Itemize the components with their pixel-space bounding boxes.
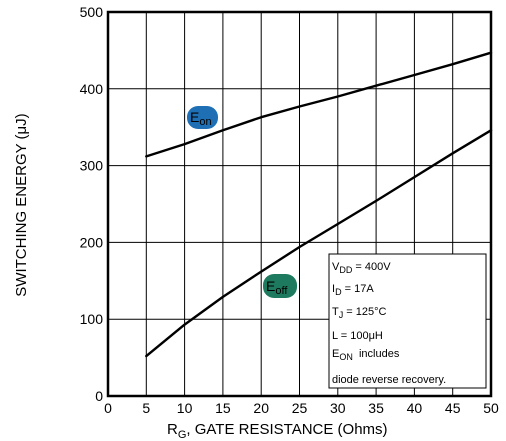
x-axis-label-main: R <box>167 421 178 438</box>
y-tick-label: 300 <box>80 158 104 174</box>
x-axis-label-sub: G <box>178 429 187 441</box>
x-tick-label: 45 <box>445 400 461 416</box>
x-axis-label: RG, GATE RESISTANCE (Ohms) <box>167 421 388 441</box>
x-tick-label: 0 <box>104 400 112 416</box>
condition-tj-sub: J <box>339 310 344 320</box>
series-lines <box>145 51 493 358</box>
eon-badge <box>187 106 218 129</box>
condition-l-main: L = 100μH <box>332 330 383 342</box>
x-axis-label-rest: , GATE RESISTANCE (Ohms) <box>186 421 387 438</box>
condition-tj-main: T <box>332 306 339 318</box>
condition-id-sub: D <box>335 287 342 297</box>
condition-eon-main: E <box>332 348 339 360</box>
legend-eon: Eon <box>187 106 218 129</box>
condition-id-main: I <box>332 283 335 295</box>
x-tick-label: 40 <box>407 400 423 416</box>
condition-id: ID = 17A <box>332 283 374 297</box>
legend-eoff: Eoff <box>263 274 297 298</box>
y-tick-label: 0 <box>95 388 103 404</box>
condition-diode-main: diode reverse recovery. <box>332 374 446 386</box>
y-tick-label: 100 <box>80 311 104 327</box>
condition-vdd-sub: DD <box>339 265 352 275</box>
x-tick-label: 50 <box>483 400 499 416</box>
plot-frame <box>106 10 493 398</box>
condition-eon: EON includes <box>332 348 400 362</box>
x-tick-label: 10 <box>177 400 193 416</box>
eoff-badge <box>263 274 297 298</box>
condition-diode: diode reverse recovery. <box>332 374 446 386</box>
x-tick-label: 20 <box>253 400 269 416</box>
condition-l: L = 100μH <box>332 330 383 342</box>
conditions-frame <box>328 253 487 389</box>
x-tick-label: 5 <box>142 400 150 416</box>
conditions-box: VDD = 400V ID = 17A TJ = 125°C L = 100μH… <box>328 253 487 389</box>
x-tick-label: 35 <box>368 400 384 416</box>
x-tick-label: 25 <box>292 400 308 416</box>
condition-tj-rest: = 125°C <box>343 306 386 318</box>
series-line-eon <box>145 51 493 158</box>
condition-eon-rest: includes <box>353 348 400 360</box>
condition-vdd: VDD = 400V <box>332 261 391 275</box>
eon-label: Eon <box>190 109 212 128</box>
eoff-label: Eoff <box>266 278 288 297</box>
eon-label-main: E <box>190 109 199 125</box>
y-axis-label: SWITCHING ENERGY (μJ) <box>13 113 30 296</box>
eoff-label-main: E <box>266 278 275 294</box>
x-tick-label: 15 <box>215 400 231 416</box>
condition-eon-sub: ON <box>339 352 353 362</box>
condition-tj: TJ = 125°C <box>332 306 387 320</box>
y-tick-label: 200 <box>80 234 104 250</box>
y-tick-label: 500 <box>80 4 104 20</box>
condition-vdd-main: V <box>332 261 340 273</box>
y-tick-label: 400 <box>80 81 104 97</box>
eon-label-sub: on <box>199 116 211 128</box>
eoff-label-sub: off <box>275 285 288 297</box>
condition-id-rest: = 17A <box>342 283 375 295</box>
series-line-eoff <box>145 129 493 358</box>
condition-vdd-rest: = 400V <box>352 261 391 273</box>
x-tick-label: 30 <box>330 400 346 416</box>
